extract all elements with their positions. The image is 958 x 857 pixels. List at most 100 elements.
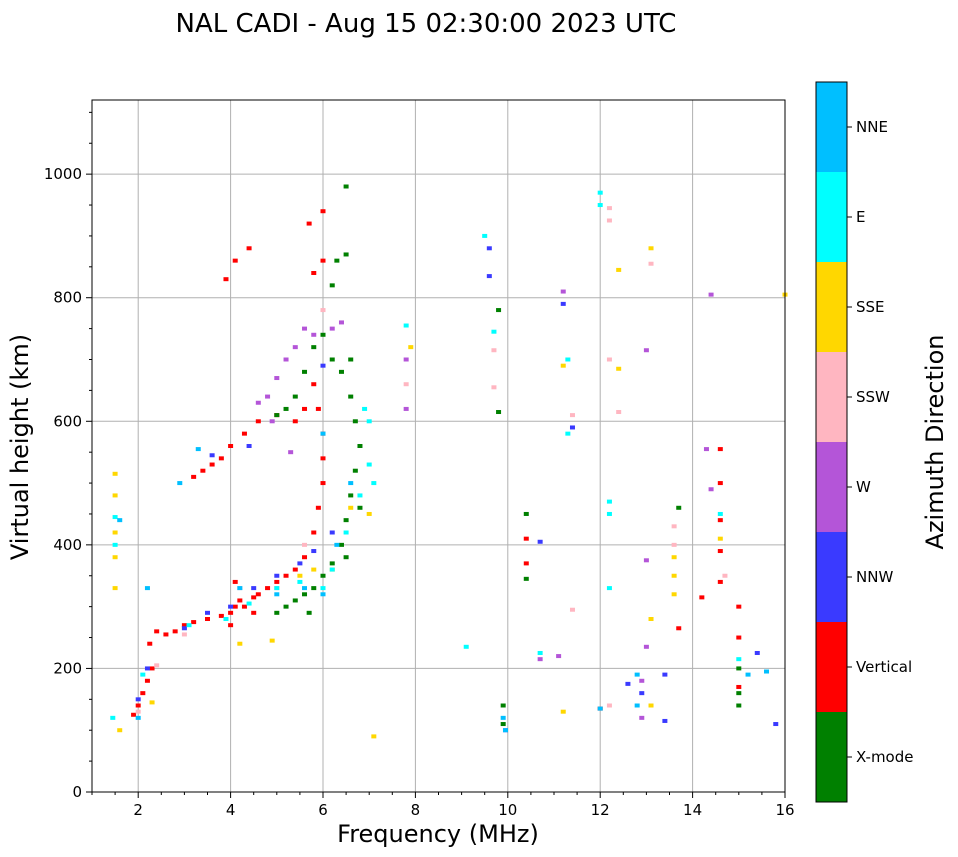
echo-point	[736, 666, 742, 671]
colorbar-tick-label: X-mode	[856, 748, 913, 766]
echo-point	[569, 607, 575, 612]
echo-point	[366, 419, 372, 424]
echo-point	[320, 363, 326, 368]
echo-point	[209, 462, 215, 467]
echo-point	[357, 493, 363, 498]
echo-point	[537, 650, 543, 655]
echo-point	[302, 369, 308, 374]
echo-point	[117, 728, 123, 733]
echo-point	[616, 366, 622, 371]
echo-point	[112, 542, 118, 547]
echo-point	[366, 511, 372, 516]
echo-point	[306, 221, 312, 226]
echo-point	[154, 663, 160, 668]
echo-point	[502, 728, 508, 733]
echo-point	[135, 697, 141, 702]
echo-point	[320, 456, 326, 461]
echo-point	[745, 672, 751, 677]
echo-point	[625, 681, 631, 686]
colorbar-tick-label: SSE	[856, 298, 885, 316]
colorbar-tick-label: SSW	[856, 388, 890, 406]
echo-point	[699, 595, 705, 600]
echo-point	[597, 706, 603, 711]
echo-point	[181, 626, 187, 631]
echo-point	[218, 456, 224, 461]
echo-point	[343, 184, 349, 189]
echo-point	[302, 406, 308, 411]
x-tick-label: 10	[498, 801, 517, 819]
echo-point	[676, 505, 682, 510]
echo-point	[371, 734, 377, 739]
echo-point	[274, 586, 280, 591]
echo-point	[500, 722, 506, 727]
echo-point	[329, 561, 335, 566]
colorbar-tick-label: W	[856, 478, 871, 496]
echo-point	[334, 542, 340, 547]
echo-point	[523, 511, 529, 516]
echo-point	[334, 258, 340, 263]
echo-point	[228, 623, 234, 628]
echo-point	[348, 394, 354, 399]
echo-point	[311, 271, 317, 275]
colorbar: X-mode Vertical NNW W SSW SSE E NNE	[815, 81, 913, 803]
echo-point	[283, 604, 289, 609]
echo-point	[163, 632, 169, 637]
echo-point	[255, 419, 261, 424]
x-axis-ticks: 2 4 6 8 10 12 14 16	[91, 792, 795, 819]
echo-point	[274, 610, 280, 615]
echo-point	[237, 598, 243, 603]
colorbar-swatch	[816, 262, 847, 352]
echo-point	[639, 715, 645, 720]
colorbar-swatch	[816, 712, 847, 802]
echo-point	[717, 511, 723, 516]
echo-point	[112, 530, 118, 535]
y-tick-label: 0	[72, 783, 82, 801]
echo-point	[283, 357, 289, 362]
echo-point	[403, 382, 409, 387]
echo-point	[523, 576, 529, 581]
y-tick-label: 400	[53, 536, 82, 554]
colorbar-tick-label: Vertical	[856, 658, 912, 676]
series-nnw	[135, 246, 779, 733]
echo-point	[773, 722, 779, 727]
series-x-mode	[274, 184, 742, 727]
echo-point	[676, 626, 682, 631]
echo-point	[251, 610, 257, 615]
echo-point	[560, 363, 566, 368]
echo-point	[320, 573, 326, 578]
echo-point	[205, 610, 210, 615]
colorbar-swatch	[816, 442, 847, 532]
echo-point	[269, 638, 275, 643]
colorbar-label: Azimuth Direction	[921, 335, 949, 550]
x-tick-label: 16	[775, 801, 794, 819]
echo-point	[237, 641, 243, 646]
echo-point	[643, 558, 649, 563]
echo-point	[292, 567, 298, 572]
echo-point	[186, 623, 192, 628]
echo-point	[265, 394, 271, 399]
echo-point	[302, 555, 308, 560]
echo-point	[246, 246, 252, 251]
echo-point	[708, 292, 714, 297]
echo-point	[736, 657, 742, 662]
echo-point	[320, 332, 326, 337]
echo-point	[352, 468, 358, 473]
echo-point	[357, 444, 363, 448]
plot-frame	[91, 99, 786, 793]
echo-point	[565, 431, 571, 436]
echo-point	[717, 518, 723, 523]
echo-point	[371, 481, 377, 486]
echo-point	[648, 703, 654, 708]
echo-point	[662, 718, 668, 723]
echo-point	[754, 650, 760, 655]
echo-point	[560, 289, 566, 294]
echo-point	[274, 376, 280, 381]
echo-point	[228, 610, 234, 615]
echo-point	[606, 218, 612, 223]
echo-point	[736, 691, 742, 696]
echo-point	[569, 425, 575, 430]
echo-point	[560, 301, 566, 306]
echo-point	[606, 511, 612, 516]
echo-point	[606, 499, 612, 504]
echo-point	[671, 555, 677, 560]
